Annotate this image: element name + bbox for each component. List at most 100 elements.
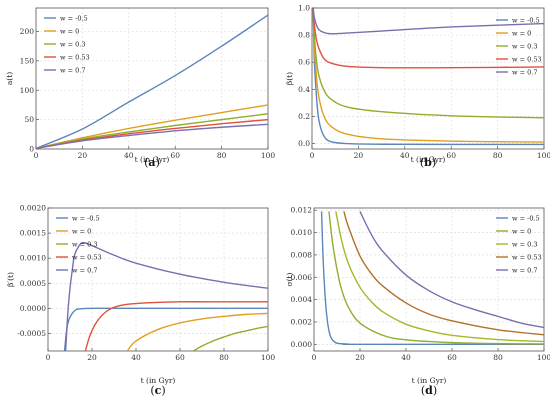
legend-label-3: w = 0.53	[72, 253, 102, 261]
series-group	[63, 241, 268, 351]
panel-caption-letter: d	[425, 384, 433, 397]
series-line-2	[192, 325, 268, 351]
legend-label-2: w = 0.3	[72, 240, 97, 248]
legend-label-4: w = 0.7	[512, 266, 537, 274]
x-tick-label: 20	[78, 151, 88, 160]
y-tick-label: 0.0020	[20, 204, 46, 213]
y-axis-label: σ(t)	[285, 272, 294, 286]
series-line-2	[36, 113, 268, 149]
panel-caption: (c)	[150, 384, 165, 397]
x-tick-label: 60	[175, 353, 185, 362]
panel-caption-letter: a	[148, 156, 155, 169]
x-axis-label: t (in Gyr)	[135, 155, 170, 164]
series-line-4	[36, 123, 268, 149]
chart-panel-a: 0 20 40 60 80 100 0 50 100 150 200 t (in Gyr) a(t) w …	[5, 7, 276, 169]
series-line-3	[312, 8, 544, 69]
y-tick-label: 0.000	[291, 340, 313, 349]
panel-caption: (a)	[144, 156, 160, 169]
y-tick-label: 100	[20, 86, 35, 95]
legend-label-1: w = 0	[512, 29, 531, 37]
x-tick-label: 80	[493, 353, 503, 362]
legend-label-2: w = 0.3	[60, 40, 85, 48]
y-axis-label: β(t)	[285, 72, 294, 85]
series-line-1	[328, 211, 544, 345]
x-axis-label: t (in Gyr)	[141, 376, 176, 385]
x-tick-label: 100	[537, 151, 550, 160]
legend-label-4: w = 0.7	[512, 68, 537, 76]
series-line-2	[335, 211, 544, 343]
series-line-1	[126, 312, 268, 351]
x-tick-label: 60	[170, 151, 180, 160]
y-tick-label: 0.2	[298, 112, 310, 121]
x-tick-label: 100	[537, 353, 550, 362]
legend-label-2: w = 0.3	[512, 240, 537, 248]
x-tick-label: 40	[400, 151, 410, 160]
legend-label-0: w = -0.5	[72, 214, 100, 222]
y-tick-label: 0.0010	[20, 254, 46, 263]
x-tick-label: 80	[219, 353, 229, 362]
plot-frame	[313, 207, 545, 352]
legend-label-2: w = 0.3	[512, 42, 537, 50]
y-tick-label: 1.0	[298, 4, 310, 13]
series-line-3	[84, 301, 268, 351]
series-line-4	[359, 211, 544, 329]
x-tick-label: 20	[87, 353, 97, 362]
y-tick-label: 0.012	[291, 206, 313, 215]
plot-frame	[35, 7, 269, 150]
y-tick-label: 0.0000	[20, 304, 46, 313]
x-tick-label: 80	[493, 151, 503, 160]
legend: w = -0.5 w = 0 w = 0.3 w = 0.53 w = 0.7	[496, 16, 542, 76]
series-line-0	[63, 307, 268, 351]
series-line-0	[312, 8, 544, 146]
y-tick-label: 0.6	[298, 58, 310, 67]
x-tick-label: 40	[401, 353, 411, 362]
x-tick-label: 100	[261, 151, 276, 160]
legend-label-1: w = 0	[512, 227, 531, 235]
legend-label-3: w = 0.53	[60, 53, 90, 61]
x-tick-label: 40	[124, 151, 134, 160]
series-line-2	[312, 8, 544, 119]
legend-label-0: w = -0.5	[512, 16, 540, 24]
legend-label-4: w = 0.7	[72, 266, 97, 274]
chart-panel-d: 0 20 40 60 80 100 0.000 0.002 0.004 0.006 0.008 0.0…	[285, 206, 550, 397]
chart-panel-b: 0 20 40 60 80 100 0.0 0.2 0.4 0.6 0.8 1.0 t (in Gyr)…	[285, 4, 550, 170]
x-tick-label: 0	[310, 151, 315, 160]
plot-frame	[311, 7, 545, 150]
chart-panel-c: 0 20 40 60 80 100 -0.0005 0.0000 0.0005 0.0010 0.0…	[6, 204, 275, 398]
y-axis-label: β′(t)	[6, 272, 15, 287]
y-tick-label: 150	[20, 56, 35, 65]
y-tick-label: 0.004	[291, 295, 313, 304]
y-tick-label: -0.0005	[17, 329, 46, 338]
x-tick-label: 0	[34, 151, 39, 160]
legend: w = -0.5 w = 0 w = 0.3 w = 0.53 w = 0.7	[496, 214, 542, 274]
series-line-0	[36, 14, 268, 149]
y-tick-label: 50	[24, 115, 34, 124]
x-tick-label: 40	[131, 353, 141, 362]
y-tick-label: 0	[29, 145, 34, 154]
y-tick-label: 0.008	[291, 250, 313, 259]
legend-label-4: w = 0.7	[60, 66, 85, 74]
x-tick-label: 80	[217, 151, 227, 160]
legend-label-1: w = 0	[72, 227, 91, 235]
panel-caption: (d)	[421, 384, 437, 397]
panel-caption: (b)	[420, 156, 436, 169]
y-tick-label: 0.002	[291, 317, 313, 326]
y-tick-label: 0.0015	[20, 229, 46, 238]
y-axis-label: a(t)	[5, 72, 14, 85]
x-tick-label: 0	[46, 353, 51, 362]
legend: w = -0.5 w = 0 w = 0.3 w = 0.53 w = 0.7	[44, 14, 90, 74]
x-tick-label: 0	[312, 353, 317, 362]
series-line-1	[36, 104, 268, 149]
y-tick-label: 0.8	[298, 31, 310, 40]
series-group	[36, 14, 268, 149]
x-tick-label: 20	[355, 353, 365, 362]
x-tick-label: 60	[447, 353, 457, 362]
y-tick-label: 0.010	[291, 228, 313, 237]
y-tick-label: 0.4	[298, 85, 310, 94]
legend-label-3: w = 0.53	[512, 55, 542, 63]
series-group	[320, 211, 544, 346]
series-line-4	[312, 8, 544, 35]
x-tick-label: 100	[261, 353, 276, 362]
series-line-1	[312, 8, 544, 143]
